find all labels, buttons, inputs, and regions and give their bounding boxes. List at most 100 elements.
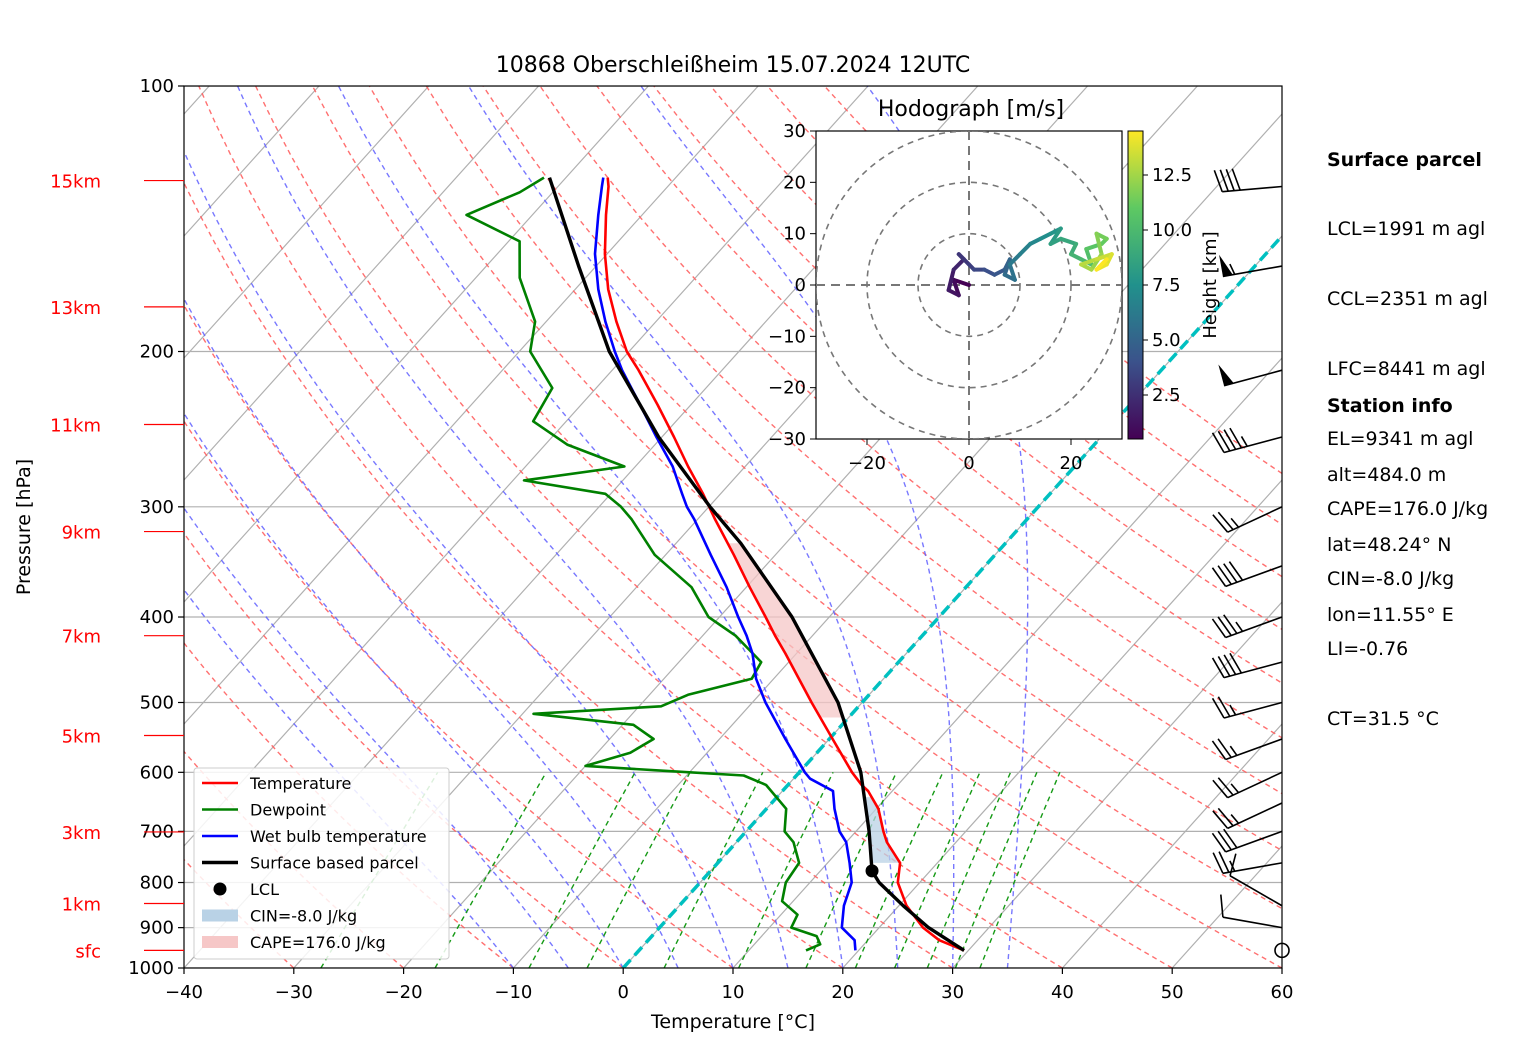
barb-full bbox=[1225, 169, 1235, 191]
y-tick-label: 600 bbox=[140, 762, 174, 783]
mixing-ratio-line bbox=[737, 771, 834, 968]
station-info-heading: Station info bbox=[1327, 394, 1453, 417]
dry-adiabat bbox=[425, 86, 1282, 852]
station-lat: lat=48.24° N bbox=[1327, 534, 1452, 557]
x-tick-label: 40 bbox=[1051, 982, 1074, 1003]
barb-full bbox=[1217, 430, 1231, 452]
barb-half bbox=[1229, 263, 1236, 275]
x-tick-label: −20 bbox=[385, 982, 423, 1003]
barb-full bbox=[1219, 169, 1229, 192]
surface-parcel-heading: Surface parcel bbox=[1327, 148, 1482, 171]
barb-full bbox=[1217, 511, 1234, 531]
moist-adiabat bbox=[640, 86, 955, 968]
isotherm-line bbox=[184, 86, 759, 725]
parcel-cin: CIN=-8.0 J/kg bbox=[1327, 567, 1455, 590]
isotherm-line bbox=[1061, 723, 1282, 968]
dry-adiabat bbox=[482, 86, 1282, 795]
legend-label: CAPE=176.0 J/kg bbox=[250, 933, 386, 952]
legend-label: Temperature bbox=[249, 774, 351, 793]
barb-full bbox=[1212, 810, 1229, 829]
legend-patch bbox=[202, 909, 238, 922]
wind-barb bbox=[1211, 652, 1283, 679]
barb-flag bbox=[1219, 254, 1233, 277]
moist-adiabat bbox=[184, 412, 624, 968]
barb-full bbox=[1217, 830, 1232, 851]
hodograph-inner bbox=[816, 131, 1122, 439]
hodograph-y-tick-label: 20 bbox=[783, 172, 806, 193]
hodograph-segment bbox=[951, 257, 966, 272]
wind-barb bbox=[1213, 168, 1283, 193]
surface-parcel-line bbox=[547, 177, 966, 952]
colorbar-tick-label: 12.5 bbox=[1152, 165, 1192, 186]
hodograph-segment bbox=[1002, 257, 1012, 277]
wind-barb bbox=[1211, 614, 1283, 639]
y-tick-label: 400 bbox=[140, 607, 174, 628]
isotherm-line bbox=[184, 86, 430, 359]
wind-barb bbox=[1211, 561, 1283, 588]
dry-adiabat bbox=[184, 532, 624, 968]
moist-adiabat bbox=[184, 588, 514, 968]
y-tick-label: 300 bbox=[140, 497, 174, 518]
parcel-ct: CT=31.5 °C bbox=[1327, 707, 1439, 730]
isotherm-line bbox=[184, 86, 649, 603]
barb-full bbox=[1223, 828, 1238, 849]
wind-barb bbox=[1212, 802, 1283, 830]
mixing-ratio-line bbox=[893, 772, 981, 968]
mixing-ratio-line bbox=[926, 772, 1012, 968]
height-axis: sfc 1km 3km 5km 7km 9km 11km 13km 15km bbox=[50, 172, 184, 962]
colorbar bbox=[1127, 130, 1144, 440]
barb-full bbox=[1217, 696, 1231, 717]
y-tick-label: 200 bbox=[140, 342, 174, 363]
barb-full bbox=[1211, 740, 1227, 760]
barb-full bbox=[1231, 168, 1241, 191]
mixing-ratio-line bbox=[586, 771, 691, 968]
wind-barb bbox=[1211, 696, 1283, 719]
height-label: 9km bbox=[62, 523, 101, 544]
barb-full bbox=[1217, 565, 1232, 585]
barb-full bbox=[1213, 170, 1223, 193]
legend-label: Surface based parcel bbox=[250, 854, 419, 873]
barb-full bbox=[1217, 777, 1234, 796]
barb-full bbox=[1211, 567, 1227, 587]
colorbar-tick-label: 7.5 bbox=[1152, 275, 1181, 296]
legend-label: CIN=-8.0 J/kg bbox=[250, 907, 357, 926]
legend: Temperature Dewpoint Wet bulb temperature S… bbox=[193, 767, 450, 960]
barb-full bbox=[1229, 652, 1243, 674]
isotherm-line bbox=[732, 357, 1282, 968]
dry-adiabat bbox=[184, 181, 953, 968]
temperature-line bbox=[603, 177, 965, 952]
barb-staff bbox=[1222, 862, 1283, 875]
lcl-point bbox=[865, 864, 879, 878]
barb-staff bbox=[1223, 436, 1283, 454]
parcel-li: LI=-0.76 bbox=[1327, 637, 1409, 660]
barb-half bbox=[1235, 621, 1244, 632]
dry-adiabat bbox=[184, 303, 844, 968]
y-axis-label: Pressure [hPa] bbox=[13, 459, 35, 595]
wind-barb bbox=[1274, 942, 1290, 959]
barb-full bbox=[1228, 561, 1244, 581]
barb-half bbox=[1230, 517, 1240, 528]
barb-staff bbox=[1227, 771, 1283, 799]
barb-staff bbox=[1223, 701, 1283, 719]
barb-full bbox=[1212, 852, 1224, 874]
barb-full bbox=[1218, 851, 1230, 873]
parcel-lcl: LCL=1991 m agl bbox=[1327, 218, 1486, 241]
zero-degree-isotherm bbox=[621, 233, 1282, 968]
hodograph-segment bbox=[946, 267, 956, 293]
barb-half bbox=[1230, 783, 1240, 794]
barb-staff bbox=[1225, 830, 1283, 853]
barb-full bbox=[1223, 429, 1237, 450]
wind-barb bbox=[1212, 851, 1283, 875]
hodograph-y-tick-label: 30 bbox=[783, 121, 806, 142]
hodograph-title: Hodograph [m/s] bbox=[878, 97, 1064, 122]
chart-title: 10868 Oberschleißheim 15.07.2024 12UTC bbox=[496, 53, 971, 78]
hodograph-segment bbox=[1058, 236, 1079, 246]
colorbar-tick-label: 10.0 bbox=[1152, 220, 1192, 241]
x-tick-label: 0 bbox=[617, 982, 628, 1003]
dry-adiabat bbox=[311, 86, 1282, 968]
station-info-panel: Station info alt=484.0 m lat=48.24° N lo… bbox=[1327, 348, 1454, 651]
y-tick-label: 100 bbox=[140, 76, 174, 97]
x-tick-label: 60 bbox=[1271, 982, 1294, 1003]
wind-barb bbox=[1212, 506, 1283, 533]
